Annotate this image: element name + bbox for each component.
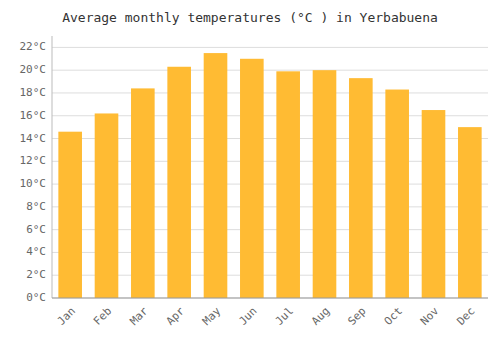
y-tick-label: 4°C	[26, 245, 46, 258]
x-tick-label: Sep	[345, 305, 368, 328]
x-tick-label: Feb	[91, 305, 114, 328]
y-tick-label: 6°C	[26, 223, 46, 236]
x-tick-label: May	[200, 304, 224, 328]
x-tick-label: Aug	[309, 305, 332, 328]
grid-line	[52, 92, 488, 93]
x-tick-label: Nov	[418, 304, 442, 328]
x-tick-label: Oct	[382, 305, 405, 328]
title: Average monthly temperatures (°C ) in Ye…	[62, 10, 438, 25]
grid-line	[52, 47, 488, 48]
y-tick-label: 20°C	[20, 63, 47, 76]
y-tick-label: 0°C	[26, 291, 46, 304]
x-tick-label: Jan	[55, 305, 78, 328]
bar	[349, 78, 373, 298]
x-tick-label: Apr	[164, 304, 188, 328]
x-tick-label: Jul	[273, 305, 296, 328]
y-tick-label: 22°C	[20, 40, 47, 53]
grid-line	[52, 70, 488, 71]
chart-container: 0°C 2°C 4°C 6°C 8°C 10°C 12°C 14°C 16°C 18°C 20°C 2…	[0, 0, 500, 350]
y-tick-label: 16°C	[20, 109, 47, 122]
x-tick-label: Jun	[236, 305, 259, 328]
x-tick-label: Mar	[127, 304, 151, 328]
y-tick-label: 10°C	[20, 177, 47, 190]
bar	[458, 127, 482, 298]
bars	[58, 53, 481, 298]
y-axis-line	[52, 36, 53, 298]
y-tick-label: 12°C	[20, 154, 47, 167]
x-tick-label: Dec	[454, 305, 477, 328]
bar	[385, 90, 409, 298]
chart-svg: 0°C 2°C 4°C 6°C 8°C 10°C 12°C 14°C 16°C 18°C 20°C 2…	[0, 0, 500, 350]
y-axis: 0°C 2°C 4°C 6°C 8°C 10°C 12°C 14°C 16°C 18°C 20°C 2…	[20, 36, 53, 304]
y-tick-label: 14°C	[20, 132, 47, 145]
bar	[240, 59, 264, 298]
y-tick-label: 8°C	[26, 200, 46, 213]
bar	[58, 132, 82, 298]
bar	[167, 67, 191, 298]
y-tick-label: 18°C	[20, 86, 47, 99]
grid	[52, 47, 488, 298]
bar	[422, 110, 446, 298]
x-axis: Jan Feb Mar Apr May Jun Jul Aug Sep Oct Nov Dec	[52, 298, 488, 328]
bar	[131, 88, 155, 298]
bar	[313, 70, 337, 298]
bar	[276, 71, 300, 298]
bar	[204, 53, 228, 298]
grid-line	[52, 298, 488, 299]
bar	[95, 113, 119, 298]
y-tick-label: 2°C	[26, 268, 46, 281]
x-axis-line	[52, 298, 488, 299]
